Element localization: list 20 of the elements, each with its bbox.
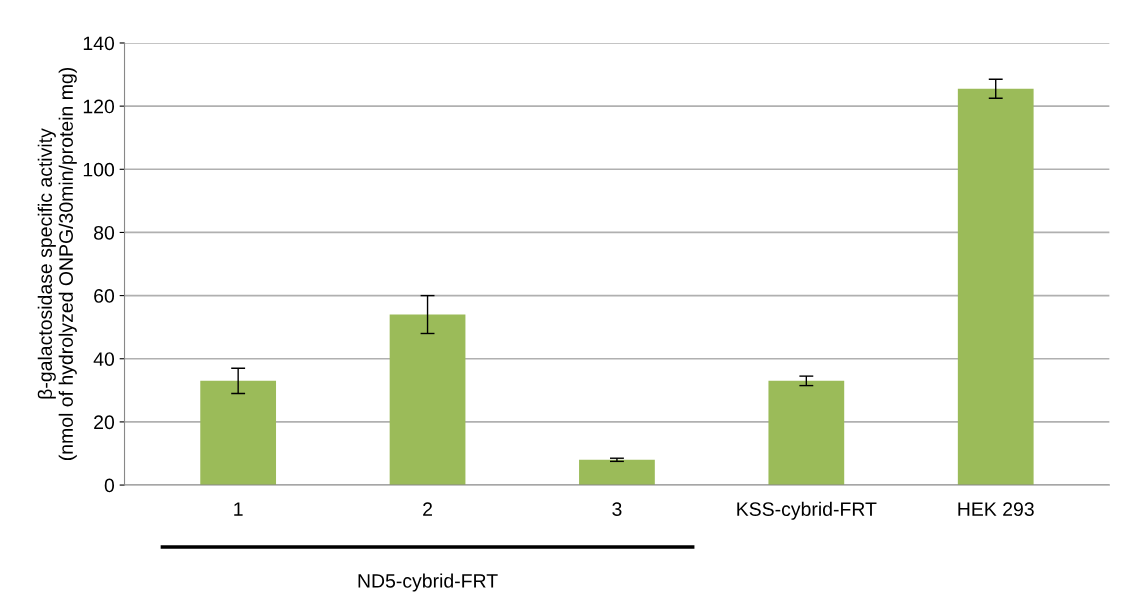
y-tick-label: 100 [83,162,115,177]
y-tick-label: 40 [93,352,115,366]
bar [579,459,655,486]
bar [389,314,466,486]
y-tick-label: 140 [83,36,115,51]
y-tick-label: 120 [83,99,115,114]
x-tick-label: 1 [234,502,243,516]
y-axis-title: β-galactosidase specific activity (nmol of hydrolyzed ONPG/30min/protein mg) [37,67,77,461]
text: ND5-cybrid-FRT [358,573,498,592]
x-tick-label: KSS-cybrid-FRT [737,501,877,520]
bar [957,88,1034,486]
y-tick-label: 80 [94,225,115,240]
y-tick-label: 60 [94,289,115,303]
x-tick-label: 2 [423,502,432,516]
bar [768,380,845,486]
x-tick-label: 3 [612,502,622,517]
x-tick-label: HEK 293 [958,502,1034,517]
y-tick-label: 0 [104,478,115,493]
bar [200,380,277,486]
y-tick-label: 20 [94,415,115,430]
